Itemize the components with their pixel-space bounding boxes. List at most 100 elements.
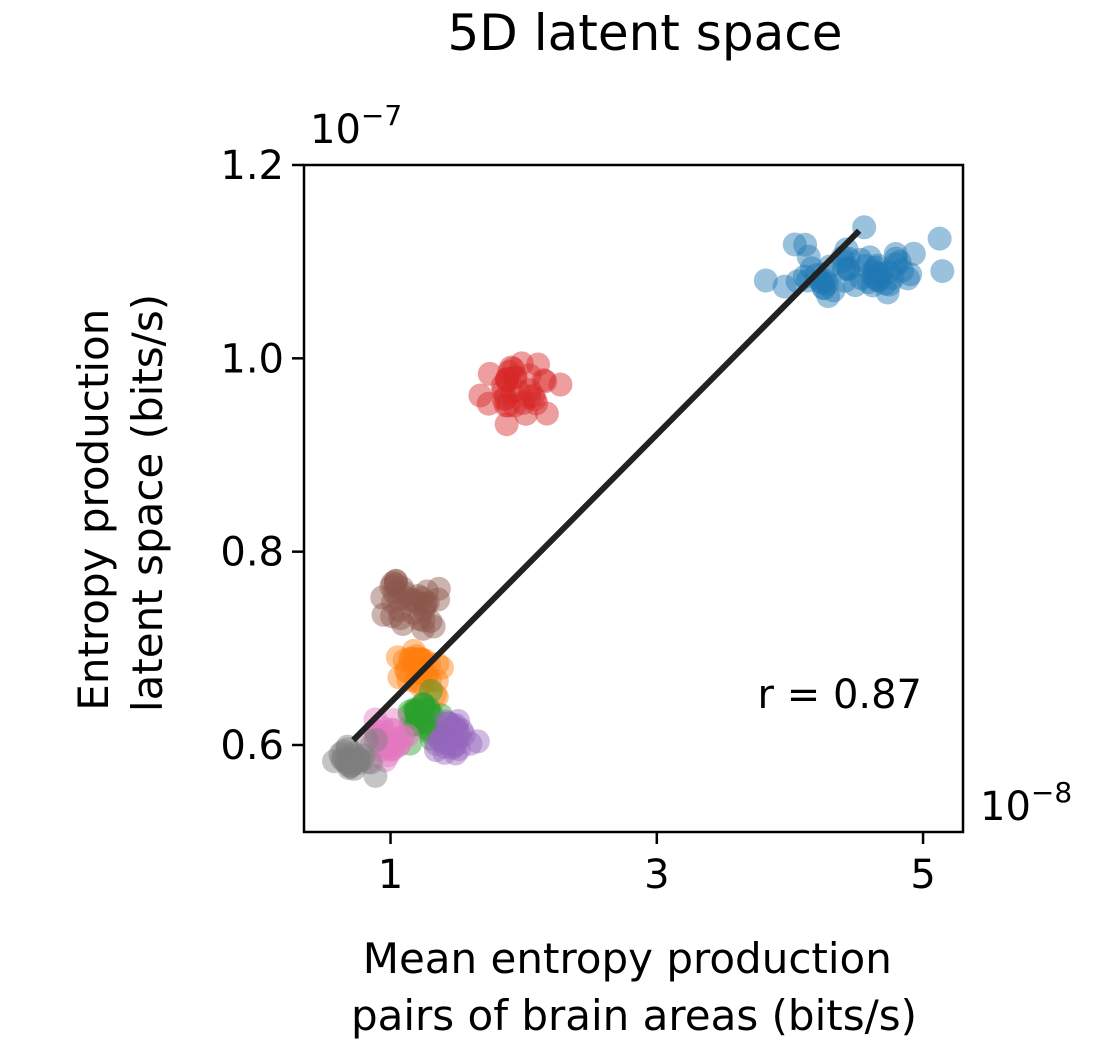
- scatter-points: [322, 215, 955, 788]
- data-point: [396, 667, 421, 692]
- data-point: [548, 372, 573, 397]
- data-point: [526, 352, 551, 377]
- data-point: [772, 274, 797, 299]
- data-point: [812, 276, 837, 301]
- data-point: [863, 265, 888, 290]
- data-point: [872, 271, 897, 296]
- data-point: [390, 576, 415, 601]
- data-point: [496, 393, 521, 418]
- data-point: [521, 383, 546, 408]
- data-point: [337, 747, 362, 772]
- data-point: [381, 707, 406, 732]
- data-point: [418, 609, 443, 634]
- data-point: [381, 736, 406, 761]
- data-point: [403, 588, 428, 613]
- data-point: [411, 693, 436, 718]
- data-point: [370, 585, 395, 610]
- data-point: [811, 262, 836, 287]
- data-point: [868, 262, 893, 287]
- data-point: [434, 730, 459, 755]
- data-point: [495, 366, 520, 391]
- data-point: [509, 351, 534, 376]
- data-point: [497, 359, 522, 384]
- data-point: [446, 708, 471, 733]
- data-point: [392, 648, 417, 673]
- data-point: [423, 738, 448, 763]
- y-tick-label: 1.0: [220, 336, 284, 382]
- data-point: [346, 747, 371, 772]
- data-point: [898, 262, 923, 287]
- data-point: [853, 253, 878, 278]
- data-point: [431, 723, 456, 748]
- data-point: [391, 584, 416, 609]
- data-point: [436, 711, 461, 736]
- data-point: [411, 696, 436, 721]
- data-point: [419, 727, 444, 752]
- data-point: [416, 716, 441, 741]
- data-point: [401, 638, 426, 663]
- y-axis: 0.6 0.8 1.0 1.2: [220, 143, 304, 769]
- data-point: [836, 256, 861, 281]
- fit-line-layer: [351, 228, 862, 743]
- data-point: [876, 259, 901, 284]
- data-point: [429, 703, 454, 728]
- y-multiplier-label: 10−7: [310, 99, 402, 153]
- data-point: [424, 684, 449, 709]
- data-point: [383, 569, 408, 594]
- data-point: [334, 749, 359, 774]
- data-point: [465, 729, 490, 754]
- data-point: [347, 748, 372, 773]
- data-point: [375, 733, 400, 758]
- data-point: [415, 590, 440, 615]
- data-point: [843, 273, 868, 298]
- x-tick-label: 3: [644, 852, 669, 898]
- data-point: [367, 730, 392, 755]
- data-point: [534, 401, 559, 426]
- data-point: [793, 232, 818, 257]
- data-point: [476, 391, 501, 416]
- data-point: [335, 734, 360, 759]
- data-point: [499, 355, 524, 380]
- data-point: [402, 712, 427, 737]
- data-point: [337, 754, 362, 779]
- data-point: [413, 592, 438, 617]
- data-point: [442, 732, 467, 757]
- data-point: [836, 257, 861, 282]
- data-point: [883, 252, 908, 277]
- data-point: [421, 614, 446, 639]
- data-point: [836, 246, 861, 271]
- data-point: [877, 272, 902, 297]
- data-point: [502, 365, 527, 390]
- data-point: [363, 763, 388, 788]
- data-point: [531, 368, 556, 393]
- data-point: [887, 249, 912, 274]
- data-point: [404, 698, 429, 723]
- data-point: [428, 728, 453, 753]
- data-point: [440, 735, 465, 760]
- data-point: [328, 742, 353, 767]
- data-point: [511, 390, 536, 415]
- data-point: [817, 254, 842, 279]
- data-point: [351, 743, 376, 768]
- data-point: [417, 668, 442, 693]
- data-point: [495, 367, 520, 392]
- data-point: [443, 741, 468, 766]
- data-point: [494, 367, 519, 392]
- data-point: [380, 733, 405, 758]
- data-point: [883, 246, 908, 271]
- data-point: [338, 754, 363, 779]
- data-point: [867, 261, 892, 286]
- series-4: [397, 678, 454, 756]
- data-point: [490, 373, 515, 398]
- data-point: [849, 266, 874, 291]
- data-point: [364, 727, 389, 752]
- data-point: [422, 682, 447, 707]
- series-5: [423, 708, 490, 766]
- data-point: [524, 391, 549, 416]
- data-point: [832, 268, 857, 293]
- data-point: [502, 393, 527, 418]
- data-point: [322, 749, 347, 774]
- data-point: [856, 270, 881, 295]
- data-point: [399, 587, 424, 612]
